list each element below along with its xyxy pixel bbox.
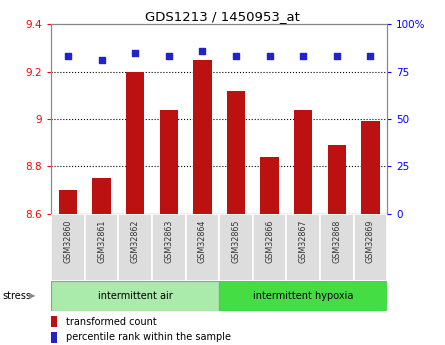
- Text: GSM32868: GSM32868: [332, 219, 341, 263]
- Text: intermittent air: intermittent air: [98, 291, 173, 301]
- Bar: [193, 60, 212, 214]
- Point: [65, 53, 72, 59]
- Text: GSM32860: GSM32860: [64, 219, 73, 263]
- Bar: [59, 190, 77, 214]
- Bar: [186, 214, 219, 281]
- Text: GSM32861: GSM32861: [97, 219, 106, 263]
- Point: [132, 50, 139, 55]
- Bar: [253, 214, 287, 281]
- Point: [98, 57, 105, 63]
- Text: GSM32869: GSM32869: [366, 219, 375, 263]
- Bar: [287, 214, 320, 281]
- Text: percentile rank within the sample: percentile rank within the sample: [66, 332, 231, 342]
- Bar: [51, 316, 57, 327]
- Text: GSM32865: GSM32865: [231, 219, 240, 263]
- Text: GDS1213 / 1450953_at: GDS1213 / 1450953_at: [145, 10, 300, 23]
- Text: GSM32864: GSM32864: [198, 219, 207, 263]
- Bar: [361, 121, 380, 214]
- Text: GSM32866: GSM32866: [265, 219, 274, 263]
- Bar: [353, 214, 387, 281]
- Point: [299, 53, 307, 59]
- Bar: [219, 281, 387, 310]
- Text: GSM32867: GSM32867: [299, 219, 307, 263]
- Bar: [227, 91, 245, 214]
- Text: stress: stress: [2, 291, 31, 301]
- Point: [199, 48, 206, 53]
- Bar: [51, 332, 57, 343]
- Text: ▶: ▶: [29, 291, 35, 300]
- Point: [232, 53, 239, 59]
- Bar: [51, 214, 85, 281]
- Bar: [92, 178, 111, 214]
- Bar: [85, 214, 118, 281]
- Bar: [126, 72, 145, 214]
- Bar: [320, 214, 354, 281]
- Bar: [294, 110, 312, 214]
- Text: GSM32863: GSM32863: [164, 219, 173, 263]
- Bar: [260, 157, 279, 214]
- Text: transformed count: transformed count: [66, 317, 157, 327]
- Point: [333, 53, 340, 59]
- Point: [165, 53, 172, 59]
- Point: [367, 53, 374, 59]
- Bar: [118, 214, 152, 281]
- Text: GSM32862: GSM32862: [131, 219, 140, 263]
- Bar: [152, 214, 186, 281]
- Bar: [159, 110, 178, 214]
- Bar: [219, 214, 253, 281]
- Point: [266, 53, 273, 59]
- Text: intermittent hypoxia: intermittent hypoxia: [253, 291, 353, 301]
- Bar: [328, 145, 346, 214]
- Bar: [51, 281, 219, 310]
